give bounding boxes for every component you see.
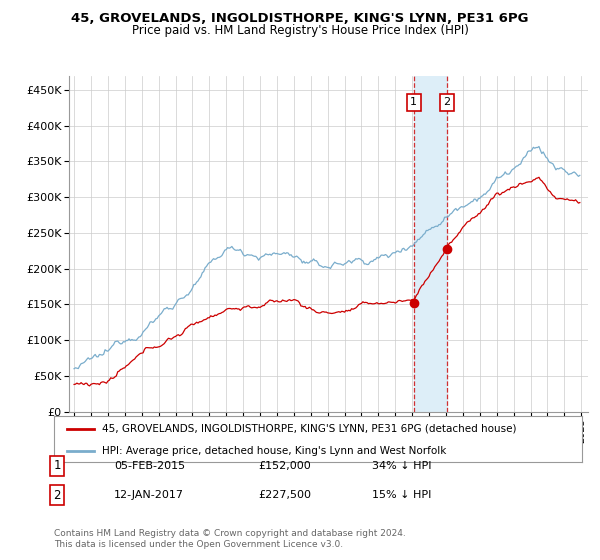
Text: £227,500: £227,500: [258, 490, 311, 500]
Text: £152,000: £152,000: [258, 461, 311, 471]
Text: HPI: Average price, detached house, King's Lynn and West Norfolk: HPI: Average price, detached house, King…: [101, 446, 446, 455]
Text: 34% ↓ HPI: 34% ↓ HPI: [372, 461, 431, 471]
Text: 05-FEB-2015: 05-FEB-2015: [114, 461, 185, 471]
Text: 12-JAN-2017: 12-JAN-2017: [114, 490, 184, 500]
Text: 2: 2: [53, 488, 61, 502]
Text: 15% ↓ HPI: 15% ↓ HPI: [372, 490, 431, 500]
Text: 1: 1: [53, 459, 61, 473]
Bar: [414, 76, 446, 412]
Text: 45, GROVELANDS, INGOLDISTHORPE, KING'S LYNN, PE31 6PG: 45, GROVELANDS, INGOLDISTHORPE, KING'S L…: [71, 12, 529, 25]
Text: Price paid vs. HM Land Registry's House Price Index (HPI): Price paid vs. HM Land Registry's House …: [131, 24, 469, 36]
Text: 1: 1: [410, 97, 417, 108]
Text: 2: 2: [443, 97, 450, 108]
Text: 45, GROVELANDS, INGOLDISTHORPE, KING'S LYNN, PE31 6PG (detached house): 45, GROVELANDS, INGOLDISTHORPE, KING'S L…: [101, 424, 516, 434]
Text: Contains HM Land Registry data © Crown copyright and database right 2024.
This d: Contains HM Land Registry data © Crown c…: [54, 529, 406, 549]
